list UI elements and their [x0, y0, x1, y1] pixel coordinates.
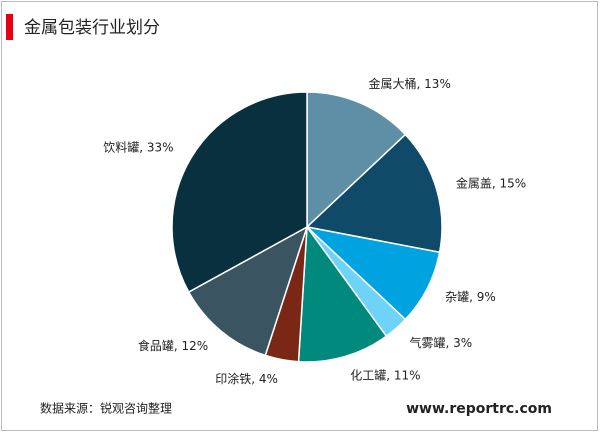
source: 数据来源：锐观咨询整理 [40, 401, 172, 416]
data-label: 金属大桶, 13% [369, 76, 451, 91]
data-label: 化工罐, 11% [350, 368, 420, 382]
title-bar [6, 14, 13, 40]
pie-slice [297, 224, 388, 363]
data-label: 食品罐, 12% [138, 338, 208, 353]
data-label: 杂罐, 9% [445, 290, 496, 304]
pie-slice [305, 133, 443, 254]
website: www.reportrc.com [406, 401, 552, 417]
pie-slice [306, 91, 407, 229]
chart-title: 金属包装行业划分 [24, 18, 160, 38]
data-label: 金属盖, 15% [456, 175, 526, 190]
pie-slice [187, 225, 309, 357]
data-label: 饮料罐, 33% [103, 141, 173, 155]
data-label: 气雾罐, 3% [410, 335, 473, 350]
pie-slice [171, 91, 308, 294]
data-label: 印涂铁, 4% [215, 371, 278, 386]
